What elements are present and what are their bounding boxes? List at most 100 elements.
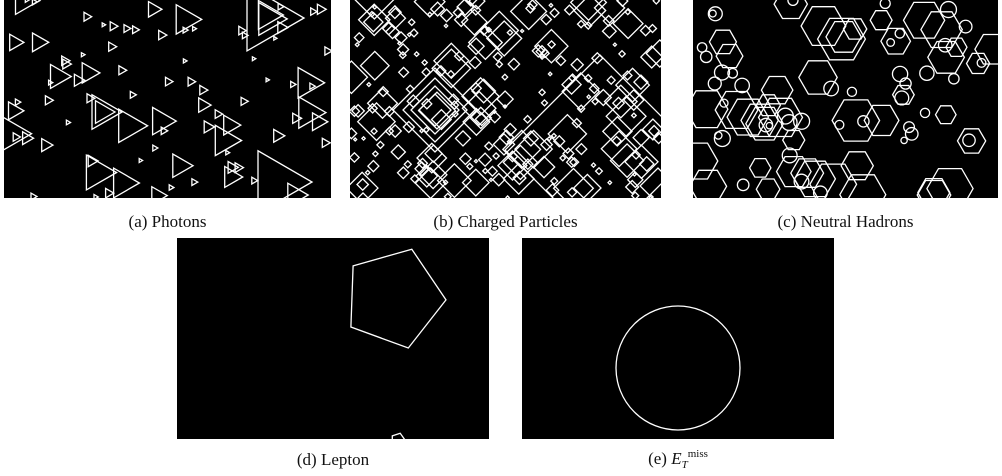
photon-triangle — [182, 26, 190, 35]
photon-triangle — [310, 6, 319, 17]
charged-particle-diamond — [403, 159, 413, 169]
charged-particle-diamond — [569, 0, 608, 22]
charged-particle-diamond — [492, 132, 516, 156]
charged-particle-diamond — [491, 172, 506, 187]
charged-particle-diamond — [396, 42, 410, 57]
charged-particle-diamond — [576, 19, 586, 29]
neutral-hadron-circle — [879, 0, 891, 10]
photon-triangle — [65, 118, 72, 126]
charged-particle-diamond — [594, 166, 604, 176]
photon-triangle — [273, 128, 287, 144]
met-plot — [615, 305, 741, 431]
neutral-hadron-hexagon — [891, 84, 915, 105]
photon-triangle — [265, 76, 271, 83]
charged-particle-diamond — [469, 106, 493, 130]
caption-met-symbol: E — [671, 449, 682, 468]
neutral-hadron-circle — [903, 121, 916, 134]
photon-triangle — [31, 31, 51, 53]
charged-particle-diamond — [429, 1, 446, 17]
charged-particle-diamond — [469, 81, 483, 95]
photon-triangle — [292, 112, 303, 125]
photon-triangle — [234, 161, 245, 174]
caption-neutral-hadrons: (c) Neutral Hadrons — [777, 212, 914, 231]
charged-particle-diamond — [443, 192, 453, 198]
charged-particle-diamond — [473, 158, 479, 164]
neutral-hadron-circle — [823, 80, 840, 97]
neutral-hadron-circle — [793, 112, 811, 130]
charged-particle-diamond — [392, 67, 478, 153]
photon-triangle — [309, 81, 317, 91]
charged-particle-diamond — [638, 155, 655, 173]
charged-particle-diamond — [394, 30, 408, 45]
neutral-hadron-circle — [937, 37, 953, 53]
photon-triangle — [257, 149, 314, 198]
charged-particle-diamond — [371, 4, 378, 10]
charged-particle-diamond — [552, 134, 566, 148]
charged-particle-diamond — [483, 141, 494, 152]
photon-triangle — [101, 21, 107, 28]
neutral-hadron-circle — [948, 72, 960, 85]
photon-triangle — [112, 166, 141, 198]
caption-charged-particles: (b) Charged Particles — [433, 212, 578, 231]
charged-particle-diamond — [549, 176, 559, 186]
charged-particle-diamond — [641, 118, 661, 141]
neutral-hadron-hexagon — [927, 40, 966, 74]
charged-particle-diamond — [519, 28, 525, 34]
photon-triangle — [131, 24, 141, 35]
charged-particle-diamond — [609, 142, 645, 179]
photon-triangle — [198, 96, 213, 114]
charged-particle-diamond — [366, 87, 399, 120]
photon-triangle — [94, 99, 117, 125]
photon-triangle — [12, 131, 22, 143]
photon-triangle — [251, 176, 260, 186]
charged-particle-diamond — [617, 49, 627, 59]
charged-particle-diamond — [498, 129, 515, 146]
photon-triangle — [246, 0, 306, 53]
charged-particle-diamond — [371, 150, 380, 158]
charged-particle-diamond — [418, 160, 448, 190]
panel-photons — [4, 0, 331, 198]
charged-particle-diamond — [461, 90, 497, 127]
neutral-hadron-circle — [707, 76, 722, 91]
neutral-hadron-circle — [699, 50, 713, 64]
photon-triangle — [109, 20, 120, 32]
photon-triangle — [324, 45, 331, 57]
charged-particle-diamond — [652, 0, 661, 5]
neutral-hadron-hexagon — [773, 0, 809, 20]
neutral-hadron-hexagon — [916, 179, 952, 198]
neutral-hadron-hexagon — [934, 105, 957, 125]
charged-particle-diamond — [350, 103, 366, 119]
charged-particle-diamond — [590, 51, 604, 65]
charged-particle-diamond — [388, 123, 403, 139]
neutral-hadron-hexagon — [755, 178, 781, 198]
charged-particle-diamond — [350, 127, 358, 140]
charged-particle-diamond — [630, 112, 638, 119]
neutral-hadron-hexagon — [965, 52, 991, 75]
neutral-hadron-circle — [758, 117, 774, 133]
charged-particle-diamond — [415, 164, 439, 188]
charged-particle-diamond — [539, 48, 551, 59]
charged-particle-diamond — [538, 53, 546, 61]
photon-triangle — [93, 193, 100, 198]
neutral-hadron-hexagon — [839, 174, 887, 198]
charged-particle-diamond — [470, 78, 497, 104]
charged-particle-diamond — [546, 135, 553, 142]
charged-particle-diamond — [512, 170, 527, 186]
neutral-hadron-hexagon — [781, 129, 806, 151]
charged-particle-diamond — [467, 37, 486, 56]
photon-triangle — [214, 108, 224, 120]
neutral-hadron-circle — [894, 28, 906, 39]
photon-triangle — [61, 54, 72, 67]
neutral-hadron-circle — [857, 115, 870, 128]
neutral-hadron-hexagon — [809, 163, 858, 198]
neutral-hadron-hexagon — [798, 60, 838, 95]
charged-particle-diamond — [416, 157, 429, 170]
lepton-pentagon — [391, 432, 406, 439]
neutral-hadron-hexagon — [800, 6, 847, 47]
photon-triangle — [168, 183, 176, 192]
charged-particle-diamond — [350, 171, 379, 198]
charged-particle-diamond — [524, 2, 536, 14]
photon-triangle — [118, 107, 149, 144]
charged-particle-diamond — [603, 84, 639, 119]
charged-particle-diamond — [413, 0, 446, 18]
